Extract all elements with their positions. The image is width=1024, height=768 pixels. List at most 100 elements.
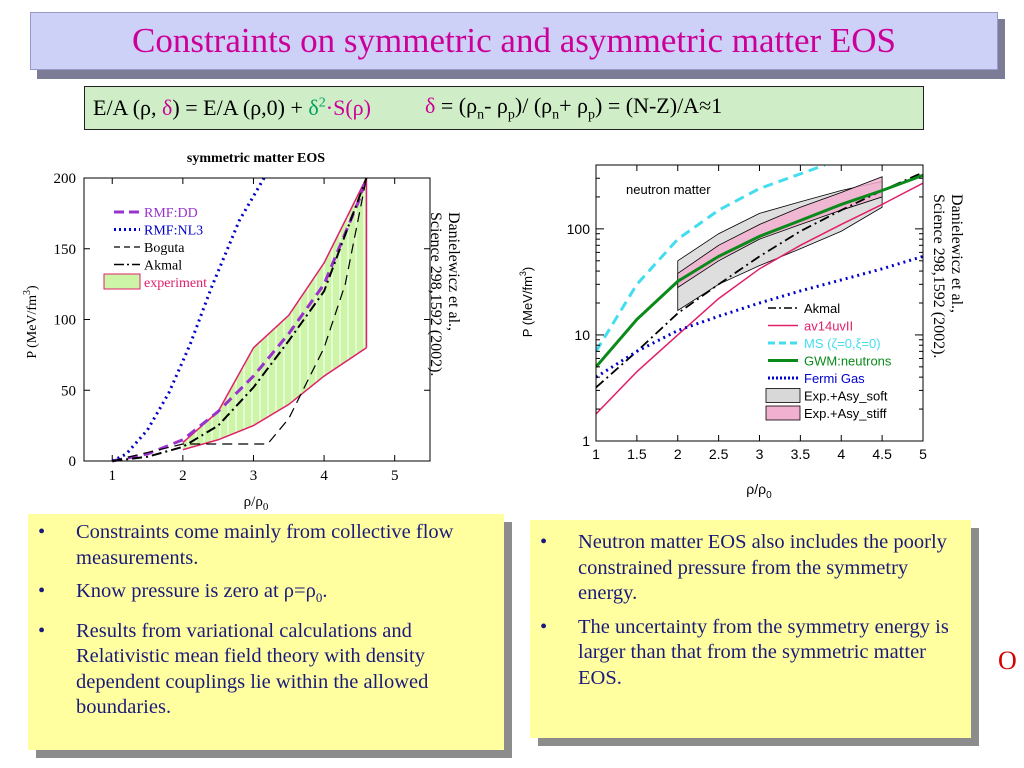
formula-box: E/A (ρ, δ) = E/A (ρ,0) + δ2·S(ρ) δ = (ρn…: [84, 86, 924, 130]
formula-text: ) = (N-Z)/A≈1: [595, 92, 723, 118]
x-tick-label: 2: [674, 446, 682, 462]
formula-sub: p: [507, 107, 515, 123]
y-tick-label: 100: [567, 221, 591, 237]
left-bullet-list: • Constraints come mainly from collective…: [28, 520, 494, 721]
chart2-citation-line1: Danielewicz et al.,: [948, 194, 965, 313]
x-tick-label: 4.5: [872, 446, 892, 462]
legend-label: RMF:DD: [144, 206, 198, 221]
legend-label: Exp.+Asy_soft: [804, 389, 888, 404]
formula-text: )/ (ρ: [514, 92, 553, 118]
chart2-clipped-group: [596, 165, 923, 415]
series-ms-0-0-: [596, 165, 826, 353]
chart1-xlabel: ρ/ρ0: [244, 494, 269, 510]
chart1-ylabel: P (MeV/fm3): [22, 285, 40, 359]
chart1-plot-area: [111, 177, 368, 463]
formula-delta: δ: [162, 95, 173, 120]
x-tick-label: 2.5: [709, 446, 729, 462]
bullet-dot: •: [38, 580, 46, 602]
chart2-ylabel: P (MeV/fm3): [518, 267, 535, 338]
series-gwm-neutrons: [596, 173, 923, 368]
formula-text: + ρ: [559, 92, 589, 118]
x-tick-label: 5: [391, 468, 399, 484]
bullet-item: • The uncertainty from the symmetry energ…: [530, 615, 961, 692]
formula-sub: n: [477, 107, 485, 123]
right-bullets-box: • Neutron matter EOS also includes the po…: [530, 520, 971, 738]
chart2-citation: Danielewicz et al., Science 298,1592 (20…: [930, 194, 965, 358]
x-tick-label: 4: [837, 446, 845, 462]
bullet-text: The uncertainty from the symmetry energy…: [578, 615, 949, 689]
y-tick-label: 150: [54, 242, 77, 258]
x-tick-label: 3: [756, 446, 764, 462]
formula-delta: δ: [424, 92, 436, 118]
series-fermi-gas: [596, 254, 923, 379]
chart2-plot-area: [596, 165, 923, 415]
y-tick-label: 10: [574, 327, 590, 343]
experiment-region: [182, 178, 367, 450]
chart1-citation: Danielewicz et al., Science 298,1592 (20…: [427, 212, 462, 376]
formula-delta: δ: [308, 95, 319, 120]
series-rmf-nl3: [111, 177, 266, 463]
x-tick-label: 5: [919, 446, 927, 462]
chart2-xlabel: ρ/ρ0: [746, 481, 772, 501]
y-tick-label: 0: [69, 454, 77, 470]
legend-label: Akmal: [144, 259, 182, 274]
x-tick-label: 3.5: [791, 446, 811, 462]
y-tick-label: 50: [61, 383, 76, 399]
series-akmal: [112, 177, 368, 462]
y-tick-label: 1: [582, 433, 590, 449]
band-exp-asy-stiff: [677, 176, 883, 289]
chart2-ticks: 1 1.5 2 2.5 3 3.5 4 4.5 5 1 10 100: [567, 164, 927, 462]
legend-label: Akmal: [804, 301, 840, 316]
legend-label: MS (ζ=0,ξ=0): [804, 336, 881, 351]
chart1-citation-line2: Science 298,1592 (2002).: [427, 212, 444, 376]
formula-symmetry: ·S(ρ): [325, 95, 371, 120]
bullet-item: • Constraints come mainly from collective…: [28, 520, 494, 571]
experiment-upper-edge: [182, 177, 368, 444]
x-tick-label: 4: [320, 468, 328, 484]
legend-label: Fermi Gas: [804, 371, 865, 386]
bullet-dot: •: [38, 619, 46, 642]
formula-sub: n: [552, 107, 560, 123]
bullet-dot: •: [38, 521, 46, 543]
x-tick-label: 3: [250, 468, 258, 484]
formula-text: - ρ: [484, 92, 508, 118]
left-bullets-box: • Constraints come mainly from collective…: [28, 514, 504, 750]
slide-title: Constraints on symmetric and asymmetric …: [131, 21, 897, 60]
chart1-title: symmetric matter EOS: [187, 151, 325, 166]
svg-text:P (MeV/fm3): P (MeV/fm3): [518, 267, 535, 338]
cropped-side-text: O: [998, 646, 1017, 675]
legend-label: RMF:NL3: [144, 224, 203, 239]
series-av14uvii: [596, 182, 923, 415]
legend-swatch: [765, 405, 801, 421]
formula-sup: 2: [318, 95, 326, 111]
y-tick-label: 100: [54, 313, 77, 329]
legend-swatch: [103, 273, 141, 290]
neutron-matter-chart: 1 1.5 2 2.5 3 3.5 4 4.5 5 1 10 100 neutron matter ρ…: [518, 164, 965, 501]
formula-text: E/A (ρ,: [93, 95, 163, 120]
chart2-citation-line2: Science 298,1592 (2002).: [930, 194, 947, 358]
experiment-lower-edge: [182, 347, 367, 451]
bullet-text: Neutron matter EOS also includes the poo…: [578, 531, 947, 604]
series-boguta: [112, 177, 368, 462]
bullet-text: Constraints come mainly from collective …: [76, 521, 454, 569]
chart2-annotation: neutron matter: [626, 182, 711, 197]
formula-left: E/A (ρ, δ) = E/A (ρ,0) + δ2·S(ρ): [93, 95, 371, 121]
chart1-legend: RMF:DD RMF:NL3 Boguta Akmal experiment: [103, 206, 207, 291]
formula-sub: p: [588, 107, 596, 123]
formula-text: = (ρ: [435, 92, 478, 118]
chart1-citation-line1: Danielewicz et al.,: [445, 212, 462, 331]
bullet-item: • Know pressure is zero at ρ=ρ0.: [28, 579, 494, 611]
title-banner: Constraints on symmetric and asymmetric …: [30, 12, 998, 70]
y-tick-label: 200: [54, 171, 77, 187]
x-tick-label: 1.5: [627, 446, 647, 462]
x-tick-label: 1: [592, 446, 600, 462]
bullet-dot: •: [540, 531, 548, 553]
bullet-text: Know pressure is zero at ρ=ρ0.: [76, 580, 328, 606]
legend-swatch: [765, 388, 801, 403]
bullet-item: • Results from variational calculations a…: [28, 619, 494, 721]
legend-label: Exp.+Asy_stiff: [804, 406, 887, 421]
bullet-item: • Neutron matter EOS also includes the po…: [530, 530, 961, 607]
bullet-dot: •: [540, 615, 548, 638]
